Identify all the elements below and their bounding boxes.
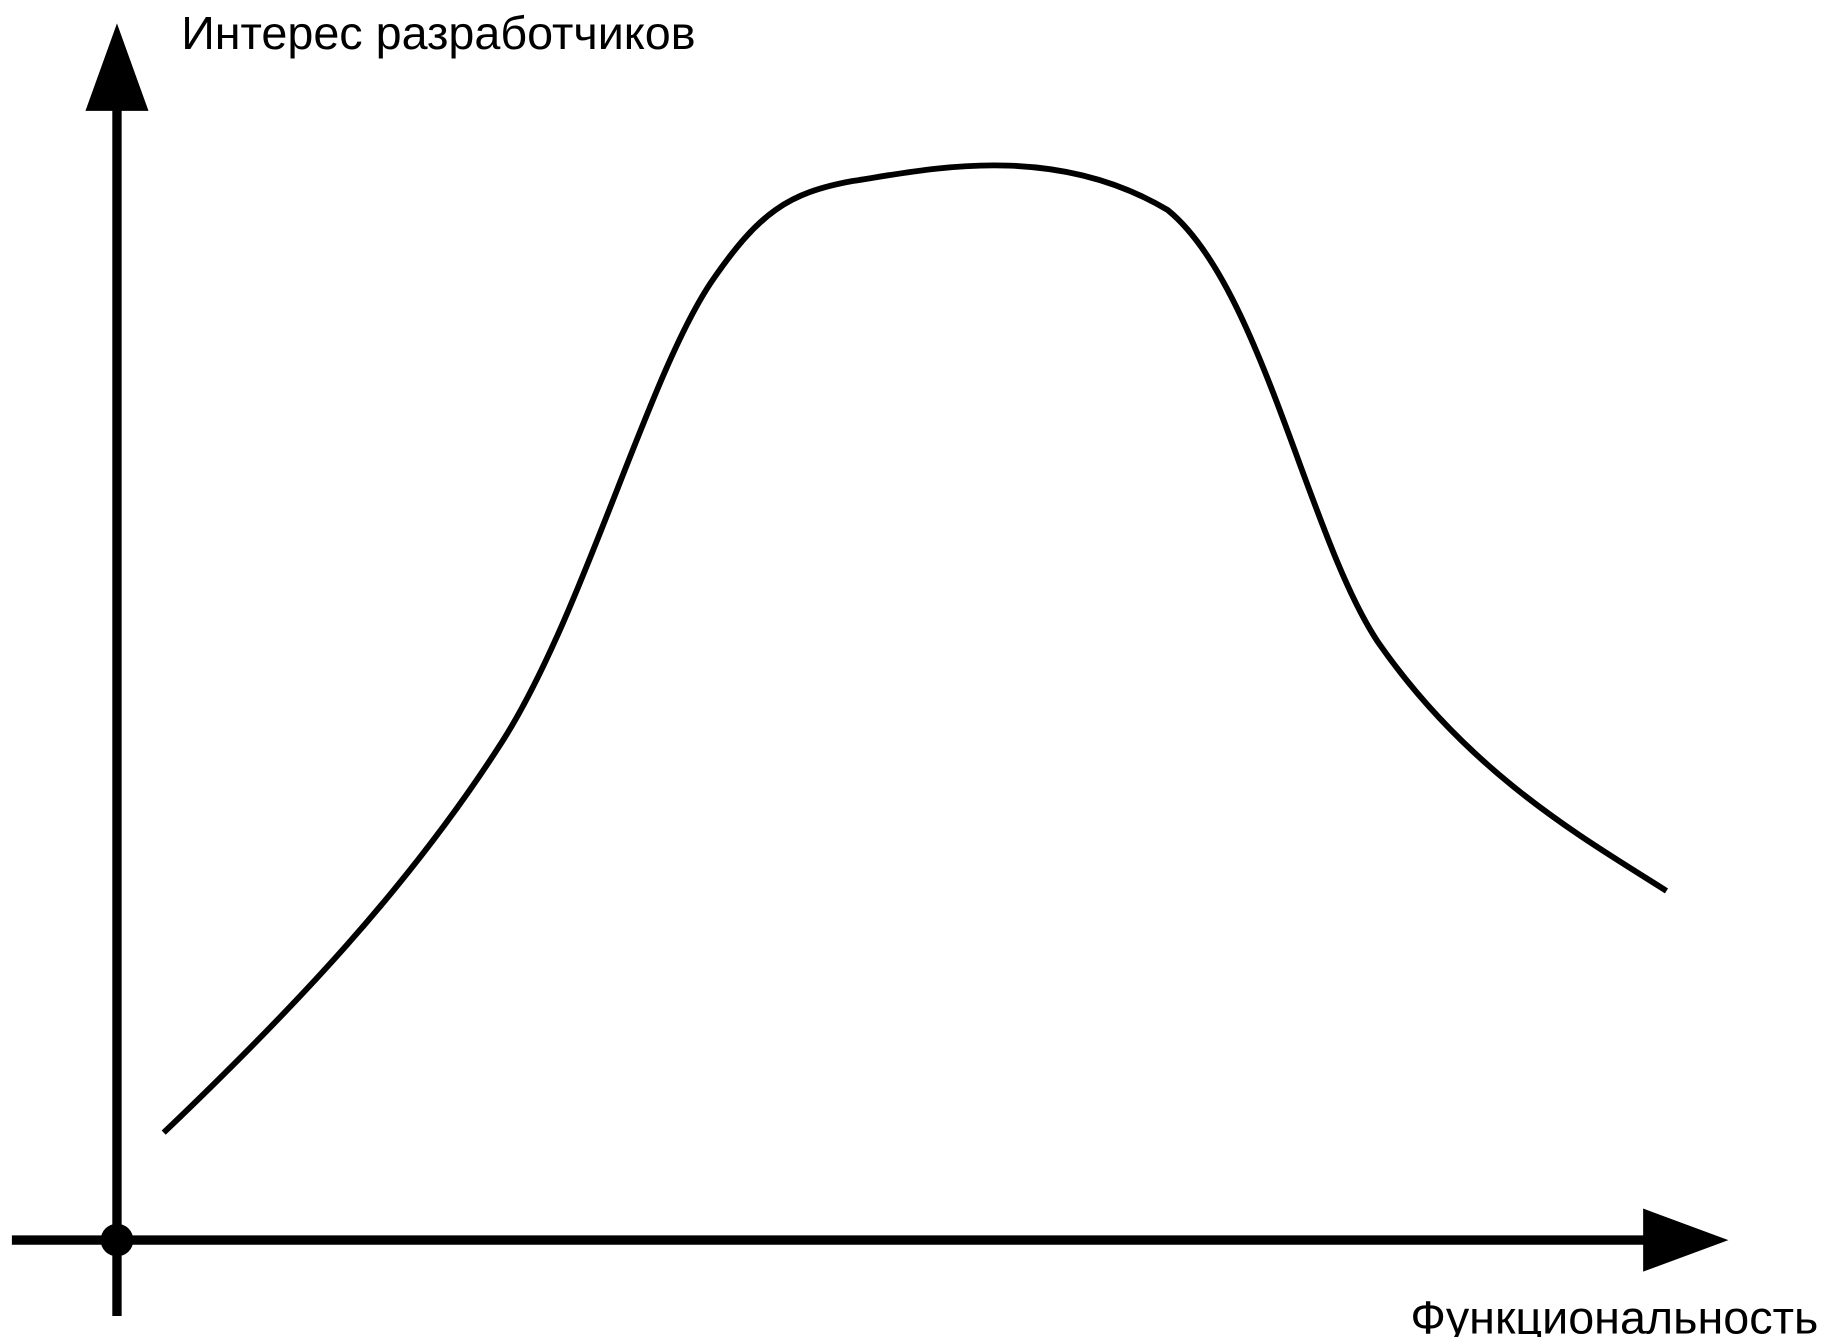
interest-curve <box>161 162 1669 1135</box>
x-axis-label: Функциональность <box>1410 1291 1818 1337</box>
y-axis-arrow <box>85 23 149 111</box>
x-axis-arrow <box>1643 1208 1729 1272</box>
y-axis-label: Интерес разработчиков <box>181 7 695 59</box>
origin-dot <box>100 1223 134 1257</box>
